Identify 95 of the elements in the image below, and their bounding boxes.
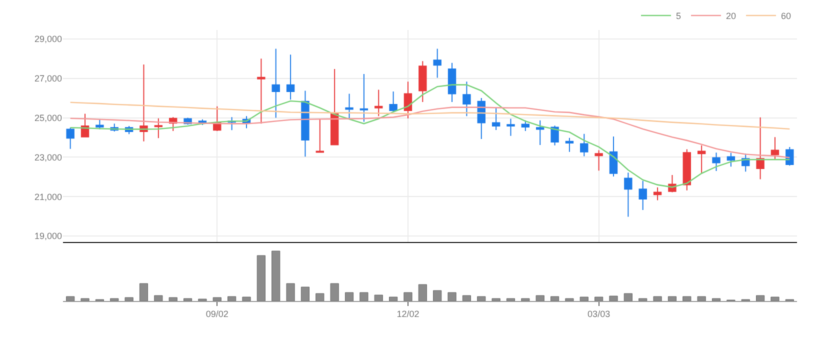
candlestick — [580, 133, 588, 157]
candlestick — [624, 172, 632, 218]
candlestick — [80, 113, 90, 138]
candlestick — [712, 152, 720, 172]
bar — [668, 296, 677, 301]
legend-label: 5 — [676, 11, 682, 22]
bar — [110, 298, 119, 301]
bar — [550, 296, 560, 301]
bar — [448, 292, 456, 301]
line-series — [70, 106, 790, 158]
x-tick-label: 03/03 — [588, 308, 610, 319]
candlestick — [550, 125, 559, 146]
candlestick — [521, 120, 530, 132]
bar — [360, 292, 368, 301]
line-series — [70, 102, 790, 130]
bar — [521, 298, 530, 301]
bar — [256, 255, 266, 301]
candlestick — [536, 120, 544, 146]
candlestick — [96, 118, 104, 130]
legend-label: 20 — [726, 11, 736, 22]
bar — [492, 298, 500, 301]
bar — [624, 293, 632, 301]
candlestick — [770, 136, 780, 160]
candlestick — [404, 81, 412, 119]
candlestick — [786, 146, 794, 166]
candlestick — [697, 144, 706, 174]
candlestick — [360, 73, 368, 122]
y-tick-label: 21,000 — [34, 192, 62, 202]
bar — [272, 250, 280, 301]
bar — [374, 294, 383, 301]
candlestick — [448, 62, 456, 102]
bar — [300, 286, 310, 301]
bar — [316, 293, 324, 301]
bar — [168, 297, 178, 301]
candlestick — [66, 127, 74, 150]
bar — [433, 290, 442, 301]
y-tick-label: 29,000 — [34, 34, 62, 44]
bar — [139, 283, 148, 301]
candlestick — [389, 91, 398, 112]
candlestick — [418, 60, 427, 102]
bar — [477, 296, 486, 301]
candlestick — [638, 180, 647, 211]
candlestick — [462, 81, 471, 117]
candlestick — [565, 137, 574, 152]
bar — [286, 283, 295, 301]
bar — [330, 283, 339, 301]
y-tick-label: 27,000 — [34, 73, 62, 84]
bar — [183, 298, 192, 301]
bar — [389, 296, 398, 301]
candlestick — [272, 48, 280, 118]
candlestick — [257, 58, 266, 124]
candlestick — [154, 118, 163, 139]
x-tick-label: 09/02 — [206, 308, 228, 319]
y-tick-label: 19,000 — [34, 231, 62, 242]
bar — [756, 295, 765, 301]
bar — [344, 292, 354, 301]
bar — [124, 297, 134, 301]
bar — [506, 298, 516, 301]
bar — [228, 296, 236, 301]
candlestick — [653, 186, 662, 201]
bar — [154, 295, 163, 301]
candlestick — [433, 48, 442, 78]
candlestick — [682, 148, 691, 191]
bar — [682, 296, 692, 301]
candlestick — [316, 118, 324, 153]
candlestick — [726, 152, 736, 168]
bar — [418, 284, 427, 301]
candlestick — [286, 54, 295, 100]
candlestick — [330, 68, 339, 146]
bar — [770, 296, 780, 301]
bar — [242, 296, 251, 301]
bar — [638, 298, 648, 301]
line-series — [70, 84, 790, 188]
bar — [653, 296, 662, 301]
candlestick — [301, 90, 310, 158]
candlestick — [374, 89, 383, 117]
candlestick — [345, 93, 354, 120]
y-tick-label: 25,000 — [34, 112, 62, 123]
bar — [565, 298, 574, 301]
candlestick — [492, 107, 500, 130]
bar — [66, 296, 75, 301]
y-tick-label: 23,000 — [34, 152, 62, 162]
bar — [697, 296, 706, 301]
bar — [536, 295, 544, 301]
candlestick — [594, 150, 603, 172]
legend-label: 60 — [781, 11, 792, 22]
candlestick — [756, 116, 764, 180]
bar — [580, 296, 588, 301]
bar — [609, 296, 618, 301]
x-tick-label: 12/02 — [396, 308, 420, 319]
bar — [462, 295, 471, 301]
candlestick — [609, 136, 618, 178]
bar — [80, 298, 90, 301]
bar — [712, 298, 721, 301]
candlestick — [506, 118, 515, 136]
